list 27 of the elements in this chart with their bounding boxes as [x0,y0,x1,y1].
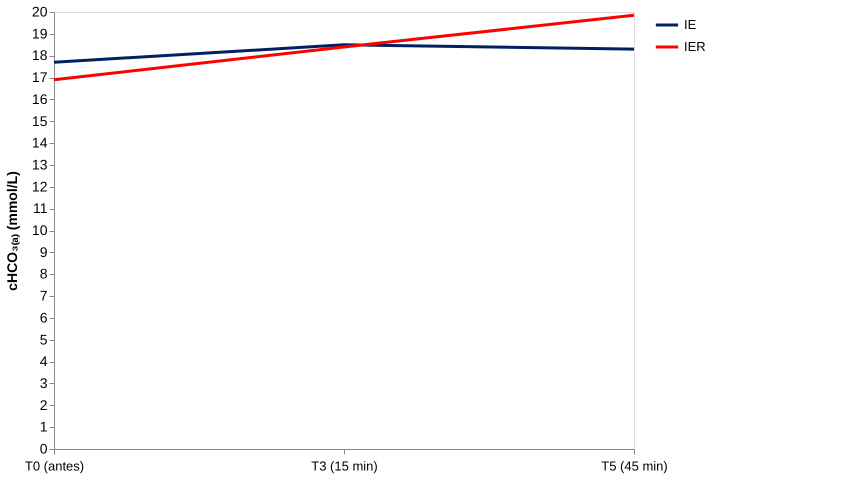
y-tick-label: 5 [40,331,48,348]
y-tick-label: 9 [40,244,48,260]
x-tick-label: T3 (15 min) [311,458,378,474]
y-tick-label: 10 [32,222,48,238]
y-tick-label: 0 [40,440,48,456]
y-tick-label: 12 [32,178,48,194]
y-tick-label: 14 [32,134,48,151]
y-tick-label: 13 [32,156,48,172]
y-tick-label: 7 [40,288,48,304]
y-tick-label: 11 [32,200,48,216]
y-tick-label: 6 [40,309,48,326]
x-tick-label: T5 (45 min) [601,458,668,474]
x-tick-label: T0 (antes) [24,458,84,474]
y-tick-label: 16 [32,90,48,107]
y-tick-label: 2 [40,396,48,413]
y-tick-label: 15 [32,112,48,129]
legend-label: IER [684,39,706,54]
y-tick-label: 4 [40,353,48,370]
y-tick-label: 3 [40,374,48,391]
y-tick-label: 18 [32,47,48,64]
y-tick-label: 1 [40,418,48,435]
legend-label: IE [684,17,697,32]
y-axis-title: cHCO₃₍ₐ₎ (mmol/L) [4,171,21,291]
y-tick-label: 17 [32,69,48,86]
y-tick-label: 19 [32,25,48,42]
y-tick-label: 20 [32,4,48,20]
y-tick-label: 8 [40,266,48,282]
